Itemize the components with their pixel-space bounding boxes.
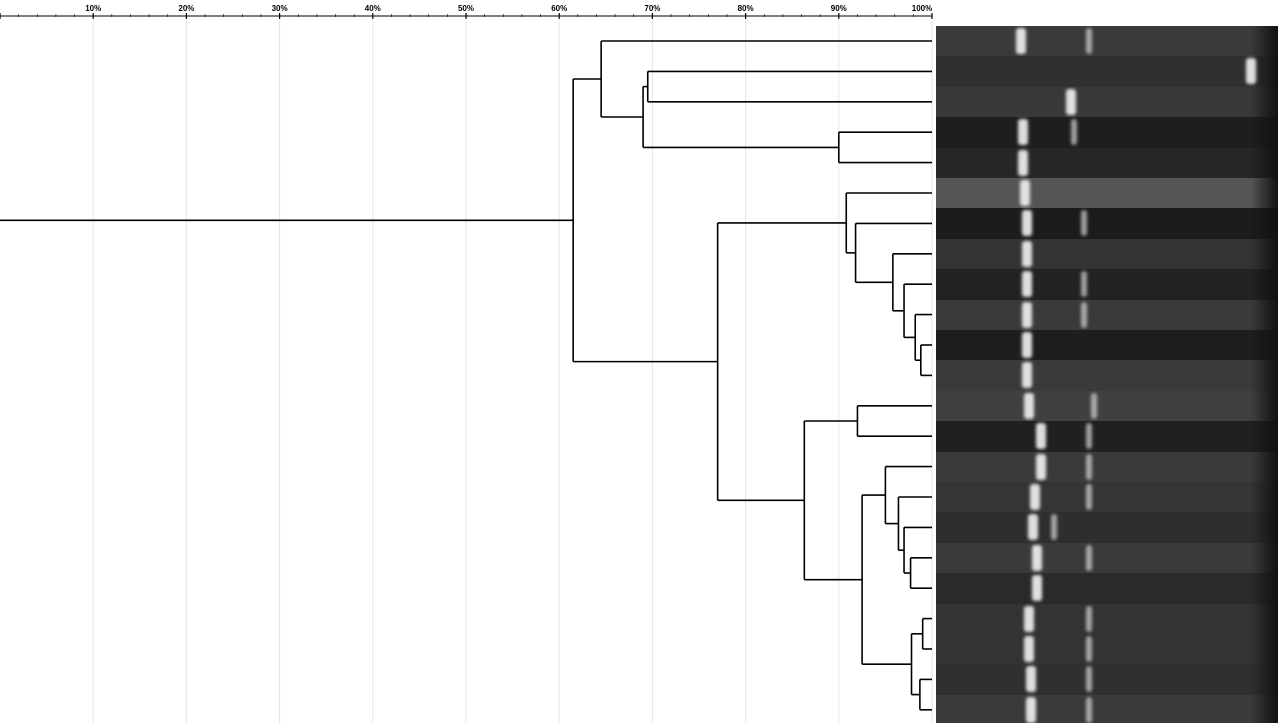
gel-lane bbox=[936, 208, 1278, 239]
tick-label: 80% bbox=[738, 4, 754, 13]
dendrogram-branches bbox=[0, 40, 932, 711]
gel-band bbox=[1022, 301, 1032, 328]
gel-lane bbox=[936, 86, 1278, 118]
gel-band bbox=[1024, 392, 1034, 419]
tick-label: 30% bbox=[272, 4, 288, 13]
gel-image bbox=[936, 26, 1278, 723]
gel-band bbox=[1022, 332, 1032, 358]
gel-band bbox=[1086, 666, 1092, 693]
gel-band bbox=[1016, 28, 1026, 54]
gel-band bbox=[1091, 392, 1097, 419]
gel-lane bbox=[936, 178, 1278, 209]
gel-band bbox=[1086, 484, 1092, 510]
gel-lane bbox=[936, 147, 1278, 178]
gel-band bbox=[1081, 271, 1087, 298]
gel-lane bbox=[936, 117, 1278, 148]
tick-label: 100% bbox=[912, 4, 932, 13]
gel-band bbox=[1081, 210, 1087, 237]
gel-lane bbox=[936, 269, 1278, 300]
gel-band bbox=[1030, 484, 1040, 510]
gel-band bbox=[1086, 423, 1092, 450]
gel-band bbox=[1026, 666, 1036, 693]
gel-lane bbox=[936, 573, 1278, 604]
gel-band bbox=[1022, 271, 1032, 298]
gel-band bbox=[1086, 544, 1092, 571]
gel-band bbox=[1086, 605, 1092, 632]
gel-band bbox=[1086, 28, 1092, 54]
gel-band bbox=[1036, 453, 1046, 480]
gel-lane bbox=[936, 26, 1278, 57]
dendrogram: 10% 20% 30% 40% 50% 60% 70% 80% 90% 100% bbox=[0, 4, 933, 723]
gel-lane bbox=[936, 664, 1278, 695]
gel-lane bbox=[936, 694, 1278, 723]
gel-band bbox=[1032, 544, 1042, 571]
gel-band bbox=[1028, 514, 1038, 541]
gel-lane bbox=[936, 603, 1278, 634]
gel-lane bbox=[936, 360, 1278, 391]
gel-band bbox=[1246, 58, 1256, 85]
gel-band bbox=[1022, 210, 1032, 237]
gel-band bbox=[1086, 696, 1092, 723]
gel-band bbox=[1066, 88, 1076, 115]
gel-lane bbox=[936, 390, 1278, 422]
tick-label: 10% bbox=[85, 4, 101, 13]
gel-band bbox=[1032, 575, 1042, 602]
gel-band bbox=[1024, 605, 1034, 632]
gel-band bbox=[1022, 362, 1032, 389]
similarity-axis: 10% 20% 30% 40% 50% 60% 70% 80% 90% 100% bbox=[0, 4, 933, 19]
gel-band bbox=[1024, 636, 1034, 662]
gel-lane bbox=[936, 634, 1278, 665]
gel-band bbox=[1026, 696, 1036, 723]
gel-band bbox=[1086, 453, 1092, 480]
gel-band bbox=[1022, 240, 1032, 267]
tick-label: 40% bbox=[365, 4, 381, 13]
gel-lane bbox=[936, 542, 1278, 574]
gel-lane bbox=[936, 482, 1278, 513]
gel-band bbox=[1086, 636, 1092, 662]
gel-band bbox=[1071, 119, 1077, 146]
gel-band bbox=[1081, 301, 1087, 328]
gel-lane bbox=[936, 512, 1278, 543]
gel-band bbox=[1018, 149, 1028, 176]
gel-band bbox=[1051, 514, 1057, 541]
gel-lane bbox=[936, 56, 1278, 87]
tick-label: 90% bbox=[831, 4, 847, 13]
tick-label: 20% bbox=[178, 4, 194, 13]
tick-label: 60% bbox=[551, 4, 567, 13]
gel-lane bbox=[936, 238, 1278, 270]
gel-lane bbox=[936, 451, 1278, 482]
gel-lane bbox=[936, 299, 1278, 330]
tick-label: 70% bbox=[644, 4, 660, 13]
gridlines bbox=[92, 20, 933, 723]
gel-band bbox=[1020, 180, 1030, 206]
gel-band bbox=[1036, 423, 1046, 450]
gel-lane bbox=[936, 421, 1278, 452]
gel-band bbox=[1018, 119, 1028, 146]
tick-label: 50% bbox=[458, 4, 474, 13]
gel-lane bbox=[936, 330, 1278, 361]
